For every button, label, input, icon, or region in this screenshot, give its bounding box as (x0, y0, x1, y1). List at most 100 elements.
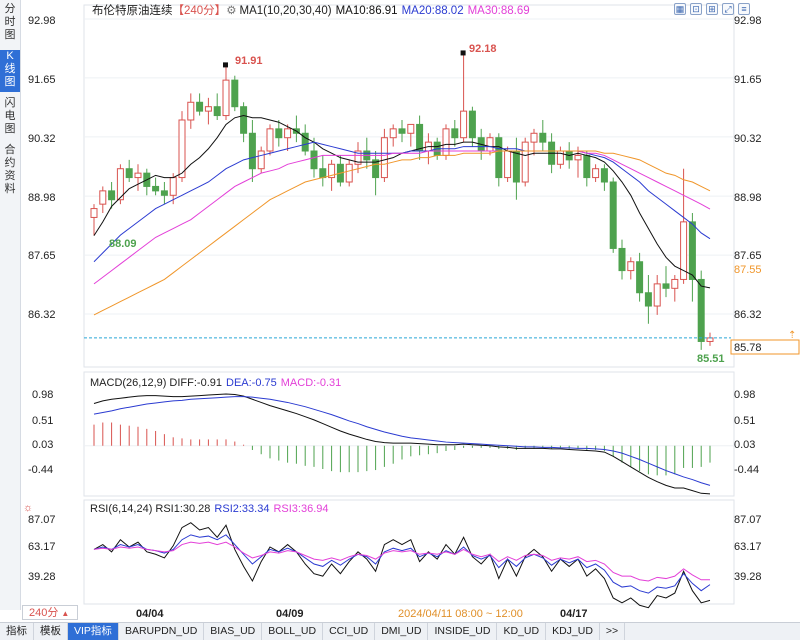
macd-diff: DIFF:-0.91 (169, 377, 222, 389)
rsi-tick-right: 87.07 (734, 514, 762, 526)
candle-body (460, 110, 468, 139)
candle-body (319, 168, 327, 179)
candle-body (169, 177, 177, 196)
candle-body (178, 119, 186, 179)
nav-tab-contract-info[interactable]: 合 约 资 料 (4, 144, 16, 195)
macd-dea: DEA:-0.75 (226, 377, 277, 389)
rsi-params: RSI(6,14,24) (90, 503, 152, 515)
candle-body (539, 132, 547, 143)
macd-dea-line (93, 396, 711, 486)
price-tick-left: 90.32 (28, 133, 56, 145)
nav-tab-flash[interactable]: 闪 电 图 (4, 97, 16, 135)
indicator-tab-bar: 指标 模板 VIP指标 BARUPDN_UD BIAS_UD BOLL_UD CCI_UD D… (0, 622, 800, 640)
candle-body (600, 168, 608, 183)
rsi-sun-icon[interactable]: ☼ (23, 502, 33, 514)
candle-body (407, 123, 415, 134)
candle-body (495, 137, 503, 179)
instrument-name: 布伦特原油连续 (92, 3, 173, 17)
peak-annotation: 91.91 (235, 55, 263, 67)
candle-body (583, 154, 591, 179)
settings-icon[interactable]: ⚙ (226, 5, 236, 17)
indicator-tab[interactable]: >> (600, 623, 626, 640)
x-label-crosshair: 2024/04/11 08:00 ~ 12:00 (398, 608, 523, 620)
ma40-axis-label: 87.55 (734, 264, 762, 276)
macd-value: MACD:-0.31 (281, 377, 342, 389)
macd-tick-left: -0.44 (28, 464, 53, 476)
settings-panel-icon[interactable]: ≡ (738, 3, 750, 15)
marker (460, 50, 466, 56)
rsi-tick-left: 63.17 (28, 541, 56, 553)
candle-body (653, 283, 661, 307)
candle-body (99, 190, 107, 205)
price-tick-right: 90.32 (734, 133, 762, 145)
candle-body (697, 278, 705, 342)
indicator-tab[interactable]: KDJ_UD (546, 623, 600, 640)
candle-body (609, 181, 617, 249)
candle-body (116, 168, 124, 201)
kline-chart[interactable]: 布伦特原油连续【240分】⚙ MA1(10,20,30,40) MA10:86.91… (20, 0, 800, 622)
candle-body (504, 150, 512, 179)
indicator-tab[interactable]: BARUPDN_UD (119, 623, 205, 640)
price-tick-left: 86.32 (28, 309, 56, 321)
indicator-tab[interactable]: KD_UD (497, 623, 547, 640)
macd-tick-left: 0.03 (32, 439, 53, 451)
left-low-annotation: 88.09 (109, 238, 137, 250)
rsi1-value: RSI1:30.28 (155, 503, 210, 515)
candle-body (213, 106, 221, 117)
candle-body (204, 106, 212, 112)
last-price-box (730, 339, 800, 355)
ma-params: MA1(10,20,30,40) (240, 5, 332, 17)
macd-tick-right: 0.51 (734, 415, 755, 427)
x-label: 04/09 (276, 608, 304, 620)
fit-icon[interactable]: ⊡ (690, 3, 702, 15)
candle-body (662, 283, 670, 289)
candle-body (345, 163, 353, 183)
ma20-value: MA20:88.02 (402, 5, 464, 17)
period-selector[interactable]: 240分 ▲ (22, 605, 78, 620)
candle-body (284, 128, 292, 139)
candle-body (398, 128, 406, 134)
zoom-icon[interactable]: ⊞ (706, 3, 718, 15)
ma10-value: MA10:86.91 (336, 5, 398, 17)
indicator-tab[interactable]: BIAS_UD (204, 623, 263, 640)
indicator-tab[interactable]: 指标 (0, 623, 34, 640)
svg-text:布伦特原油连续【240分】⚙MA1(10,20,30,40): 布伦特原油连续【240分】⚙ MA1(10,20,30,40) MA10:86.91… (92, 3, 530, 17)
candle-body (592, 168, 600, 179)
candle-body (152, 185, 160, 192)
nav-tab-intraday[interactable]: 分 时 图 (4, 3, 16, 41)
candle-body (90, 208, 98, 218)
x-label: 04/17 (560, 608, 588, 620)
price-tick-left: 87.65 (28, 250, 56, 262)
candle-body (486, 137, 494, 152)
low-annotation: 85.51 (697, 353, 725, 365)
expand-arrow-icon[interactable]: ⇡ (788, 330, 796, 341)
indicator-tab[interactable]: VIP指标 (68, 623, 119, 640)
candle-body (240, 106, 248, 134)
macd-tick-right: -0.44 (734, 464, 759, 476)
indicator-tab[interactable]: DMI_UD (375, 623, 429, 640)
rsi-tick-right: 63.17 (734, 541, 762, 553)
indicator-tab[interactable]: BOLL_UD (262, 623, 324, 640)
candle-body (618, 247, 626, 272)
candle-body (187, 101, 195, 121)
price-tick-right: 86.32 (734, 309, 762, 321)
fullscreen-icon[interactable]: ⤢ (722, 3, 734, 15)
indicator-tab[interactable]: INSIDE_UD (428, 623, 498, 640)
indicator-tab[interactable]: 模板 (34, 623, 68, 640)
x-label: 04/04 (136, 608, 164, 620)
grid-icon[interactable]: ▦ (674, 3, 686, 15)
candle-body (389, 128, 397, 139)
candle-body (196, 101, 204, 112)
candle-body (354, 150, 362, 165)
candle-body (468, 110, 476, 139)
indicator-tab[interactable]: CCI_UD (323, 623, 376, 640)
candle-body (671, 278, 679, 289)
price-tick-right: 88.98 (734, 192, 762, 204)
nav-tab-kline[interactable]: K 线 图 (0, 50, 20, 92)
candle-body (372, 159, 380, 179)
candle-body (530, 132, 538, 143)
rsi-panel (83, 499, 735, 605)
candle-body (248, 132, 256, 170)
rsi-tick-left: 87.07 (28, 514, 56, 526)
